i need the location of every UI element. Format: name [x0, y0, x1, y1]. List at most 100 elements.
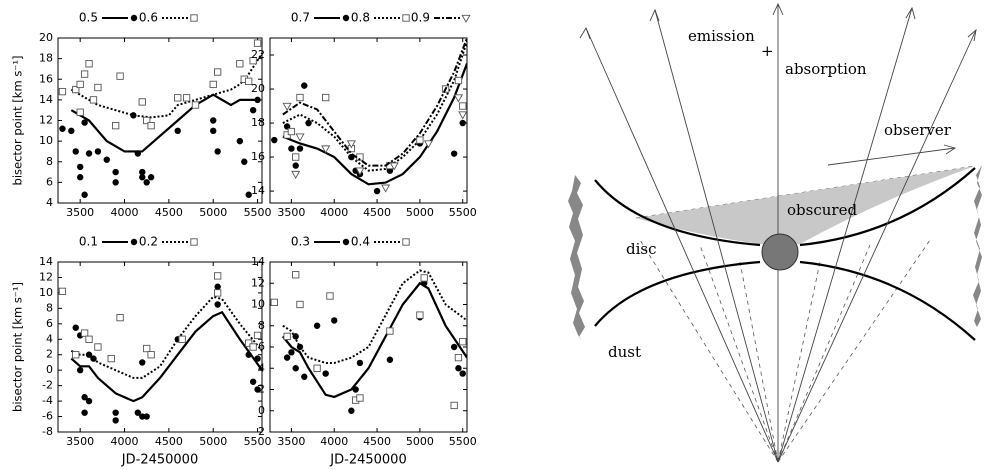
y-tick-label: 20 — [39, 31, 53, 44]
y-tick-label: 10 — [39, 286, 53, 299]
point — [89, 96, 98, 104]
legend-label: 0.2 — [139, 235, 158, 249]
series — [58, 272, 262, 379]
point — [453, 94, 464, 103]
series — [271, 280, 467, 414]
point — [134, 409, 142, 416]
x-tick-label: 5000 — [199, 435, 227, 448]
x-tick-label: 5500 — [449, 435, 477, 448]
legend-marker — [461, 14, 471, 23]
point — [305, 119, 312, 127]
point — [139, 413, 146, 420]
x-tick-label: 4000 — [320, 435, 348, 448]
point — [253, 331, 262, 340]
y-tick-label: 8 — [46, 301, 53, 314]
series — [59, 283, 262, 424]
y-tick-label: -4 — [42, 394, 53, 407]
point — [191, 101, 200, 109]
y-tick-label: 4 — [46, 332, 53, 345]
point — [450, 343, 458, 351]
y-tick-label: 12 — [251, 276, 265, 289]
point — [138, 98, 146, 106]
central-source — [761, 233, 799, 271]
point — [116, 313, 124, 322]
series-line — [70, 310, 262, 403]
point — [139, 168, 146, 176]
plot-frame — [269, 37, 468, 204]
point — [130, 112, 137, 119]
point — [182, 94, 191, 102]
point — [210, 117, 217, 124]
x-tick-label: 5500 — [244, 206, 272, 219]
y-tick-label: 18 — [39, 52, 53, 65]
point — [282, 102, 292, 111]
y-tick-label: 8 — [46, 155, 53, 168]
point — [373, 187, 381, 195]
legend-marker — [342, 238, 350, 246]
panel: -8 -6 -4 -2 0 2 4 6 8 10 12 14 3500 4000 4500 5000 5500 J… — [11, 235, 272, 468]
y-tick-label: 16 — [251, 150, 265, 163]
point — [454, 353, 463, 362]
y-tick-label: 6 — [46, 317, 53, 330]
point — [236, 60, 244, 68]
point — [76, 108, 84, 116]
x-tick-label: 3500 — [277, 435, 305, 448]
point — [210, 127, 217, 135]
point — [85, 335, 93, 343]
point — [270, 298, 278, 307]
point — [85, 60, 93, 68]
series — [58, 39, 262, 130]
point — [236, 137, 244, 145]
point — [458, 111, 467, 120]
point — [76, 174, 84, 181]
point — [459, 102, 467, 110]
point — [81, 191, 88, 198]
point — [322, 370, 329, 377]
point — [254, 386, 261, 393]
point — [313, 322, 321, 329]
point — [147, 174, 155, 181]
y-tick-label: 20 — [251, 82, 265, 95]
point — [450, 401, 458, 410]
y-tick-label: -6 — [42, 410, 53, 423]
point — [295, 133, 305, 142]
y-tick-label: 10 — [39, 134, 53, 147]
point — [80, 70, 89, 78]
panel: -2 0 2 4 6 8 10 12 14 3500 4000 4500 5000 5500 JD-2450… — [251, 235, 477, 468]
point — [254, 355, 261, 362]
point — [134, 150, 142, 157]
legend-marker — [342, 14, 350, 22]
y-axis-label: bisector point [km s⁻¹] — [11, 56, 25, 186]
x-tick-label: 3500 — [66, 435, 94, 448]
series-line — [281, 281, 467, 399]
point — [174, 127, 181, 135]
plot-frame — [57, 261, 263, 433]
point — [81, 409, 88, 416]
obscured-region — [636, 166, 975, 244]
point — [107, 354, 115, 363]
x-tick-label: 4500 — [363, 435, 391, 448]
point — [214, 148, 221, 155]
x-tick-label: 5000 — [406, 206, 434, 219]
series-line — [282, 63, 467, 186]
y-tick-label: 4 — [258, 361, 265, 374]
point — [271, 136, 278, 144]
y-tick-label: 14 — [39, 93, 53, 106]
x-tick-label: 4500 — [155, 206, 183, 219]
point — [147, 351, 155, 359]
point — [59, 125, 66, 132]
point — [292, 162, 299, 169]
y-tick-label: -2 — [42, 379, 53, 392]
y-tick-label: 14 — [251, 184, 265, 197]
point — [450, 150, 458, 157]
point — [214, 283, 221, 290]
absorption-label: absorption — [785, 60, 867, 78]
point — [214, 289, 222, 297]
legend-marker — [130, 14, 138, 22]
panel: 4 6 8 10 12 14 16 18 20 3500 4000 4500 5000 5500 bisec… — [11, 11, 272, 220]
legend-marker — [402, 238, 410, 246]
y-tick-label: 8 — [258, 319, 265, 332]
point — [420, 274, 428, 282]
point — [459, 370, 466, 377]
